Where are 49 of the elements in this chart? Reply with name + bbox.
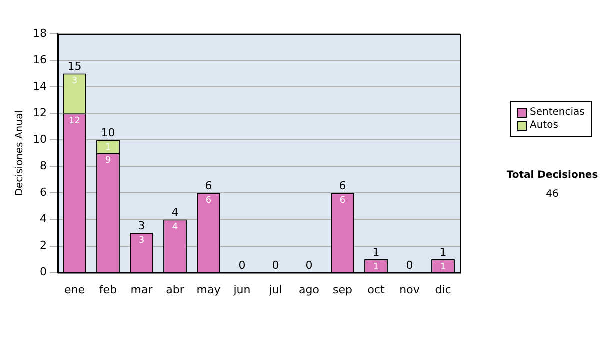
y-tick-label: 0	[40, 266, 47, 279]
x-tick-label: ene	[64, 283, 86, 296]
total-label: 3	[138, 219, 146, 232]
x-tick-label: may	[196, 283, 222, 296]
data-label: 6	[206, 196, 212, 206]
text: Total Decisiones	[506, 170, 600, 181]
data-label: 12	[69, 116, 80, 126]
y-tick-label: 4	[40, 212, 47, 226]
x-tick-label: jun	[232, 283, 251, 296]
data-label: 1	[105, 142, 112, 153]
y-tick-label: 6	[40, 186, 47, 200]
total-label: 1	[440, 246, 447, 259]
data-label: 4	[172, 222, 178, 233]
y-tick-label: 8	[40, 160, 47, 173]
data-label: 6	[340, 196, 346, 206]
y-tick-label: 18	[32, 26, 47, 40]
x-tick-label: mar	[130, 283, 154, 296]
x-tick-label: ago	[299, 283, 320, 296]
total-label: 0	[306, 259, 313, 272]
x-tick-label: jul	[268, 283, 282, 296]
data-label: 1	[373, 262, 380, 272]
y-tick-label: 12	[32, 106, 47, 120]
y-tick-label: 2	[40, 239, 47, 252]
x-tick-label: abr	[166, 283, 185, 296]
total-label: 6	[339, 180, 346, 193]
total-label: 10	[101, 126, 116, 140]
total-label: 0	[406, 259, 414, 272]
legend-label: Autos	[530, 119, 558, 132]
total-label: 1	[372, 246, 380, 259]
x-tick-label: nov	[400, 283, 420, 296]
y-axis-title: Decisiones Anual	[14, 110, 26, 196]
legend-label: Sentencias	[530, 106, 585, 119]
data-label: 1	[440, 262, 446, 272]
data-label: 3	[138, 236, 145, 246]
x-tick-label: dic	[435, 283, 452, 296]
y-tick-label: 14	[32, 80, 47, 93]
data-label: 3	[72, 76, 78, 87]
x-tick-label: sep	[333, 283, 353, 296]
total-label: 0	[238, 259, 246, 272]
x-tick-label: oct	[368, 283, 386, 296]
total-label: 0	[272, 259, 280, 272]
total-label: 6	[205, 180, 212, 193]
y-tick-label: 10	[32, 132, 47, 146]
total-label: 4	[172, 206, 179, 220]
y-tick-label: 16	[32, 53, 47, 66]
x-tick-label: feb	[99, 283, 118, 296]
total-label: 15	[68, 60, 82, 74]
data-label: 9	[105, 156, 112, 166]
text: 46	[545, 189, 560, 200]
